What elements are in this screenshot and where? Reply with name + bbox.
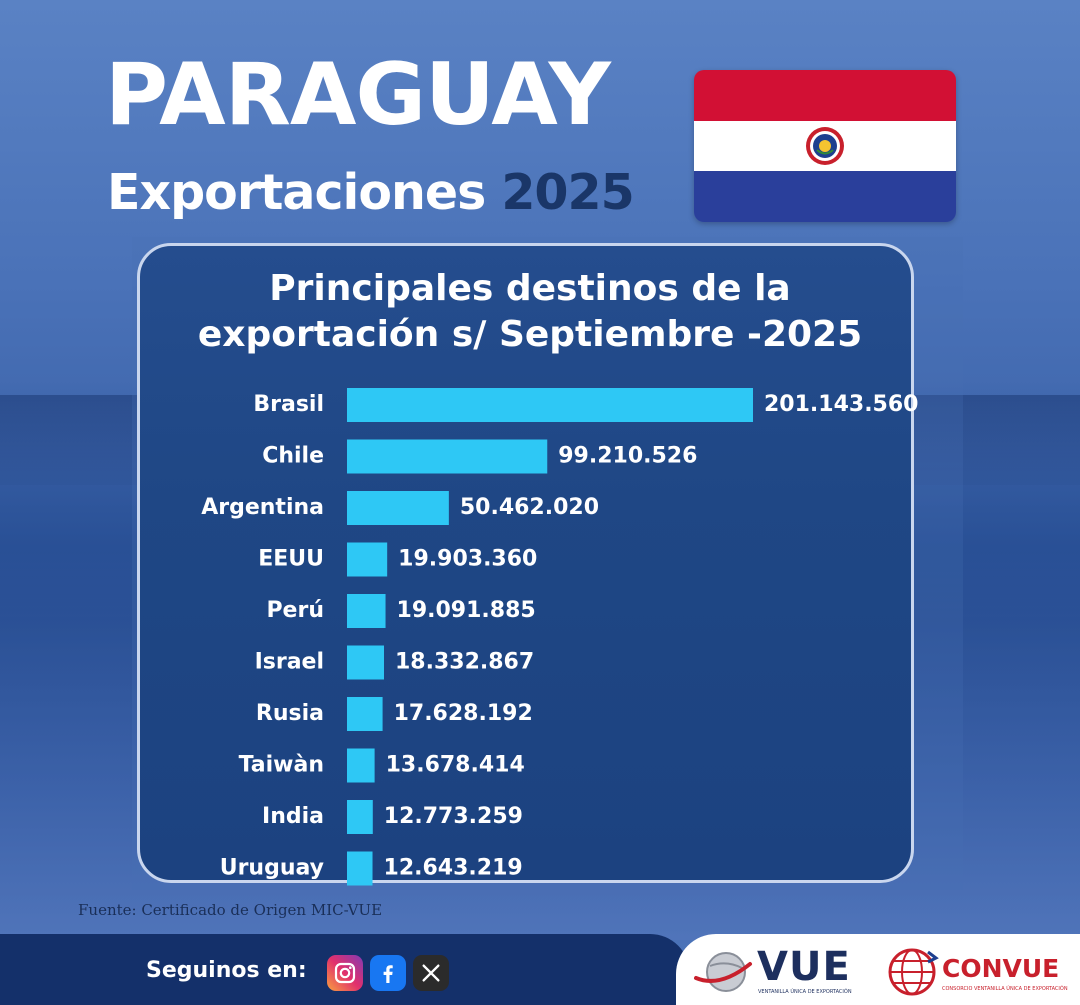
category-label: India (262, 804, 324, 829)
bar (347, 851, 373, 886)
category-label: Brasil (253, 392, 324, 417)
chart-title-line-2: exportación s/ Septiembre -2025 (197, 314, 863, 355)
category-label: Taiwàn (239, 753, 324, 778)
bar (347, 697, 383, 731)
subtitle-year: 2025 (501, 164, 634, 221)
value-label: 99.210.526 (558, 444, 697, 469)
value-label: 13.678.414 (386, 753, 525, 778)
convue-logo-subtitle: CONSORCIO VENTANILLA ÚNICA DE EXPORTACIÓ… (942, 986, 1068, 992)
bar (347, 542, 388, 577)
facebook-icon[interactable] (370, 955, 406, 991)
page-subtitle: Exportaciones 2025 (107, 168, 635, 217)
bar (347, 594, 386, 628)
bar (347, 491, 449, 525)
value-label: 19.091.885 (397, 598, 536, 623)
chart-title: Principales destinos de la exportación s… (0, 266, 1060, 358)
category-label: Rusia (256, 701, 324, 726)
follow-label: Seguinos en: (146, 958, 307, 983)
chart-panel (137, 243, 914, 883)
value-label: 12.643.219 (384, 856, 523, 881)
value-label: 17.628.192 (394, 701, 533, 726)
bar (347, 388, 753, 422)
coat-of-arms-icon (806, 127, 844, 165)
bar (347, 645, 385, 680)
paraguay-flag-icon (694, 70, 956, 222)
flag-stripe-red (694, 70, 956, 121)
flag-stripe-blue (694, 171, 956, 222)
source-note: Fuente: Certificado de Origen MIC-VUE (78, 901, 383, 919)
convue-globe-logo-icon (888, 948, 939, 996)
vue-logo: VUE (757, 944, 851, 990)
value-label: 18.332.867 (395, 650, 534, 675)
vue-globe-logo-icon (694, 952, 752, 992)
bar (347, 748, 375, 783)
bar (347, 800, 373, 834)
value-label: 50.462.020 (460, 495, 599, 520)
category-label: Uruguay (220, 856, 324, 881)
bar (347, 439, 548, 474)
category-label: Chile (262, 444, 324, 469)
page-title: PARAGUAY (105, 45, 611, 145)
vue-logo-subtitle: VENTANILLA ÚNICA DE EXPORTACIÓN (758, 989, 852, 995)
x-icon[interactable] (413, 955, 449, 991)
category-label: Argentina (201, 495, 324, 520)
value-label: 201.143.560 (764, 392, 918, 417)
category-label: Israel (255, 650, 324, 675)
category-label: Perú (266, 598, 324, 623)
convue-logo: CONVUE (942, 954, 1060, 983)
subtitle-prefix: Exportaciones (107, 164, 486, 221)
chart-title-line-1: Principales destinos de la (269, 268, 791, 309)
instagram-icon[interactable] (327, 955, 363, 991)
value-label: 12.773.259 (384, 804, 523, 829)
value-label: 19.903.360 (398, 547, 537, 572)
category-label: EEUU (258, 547, 324, 572)
